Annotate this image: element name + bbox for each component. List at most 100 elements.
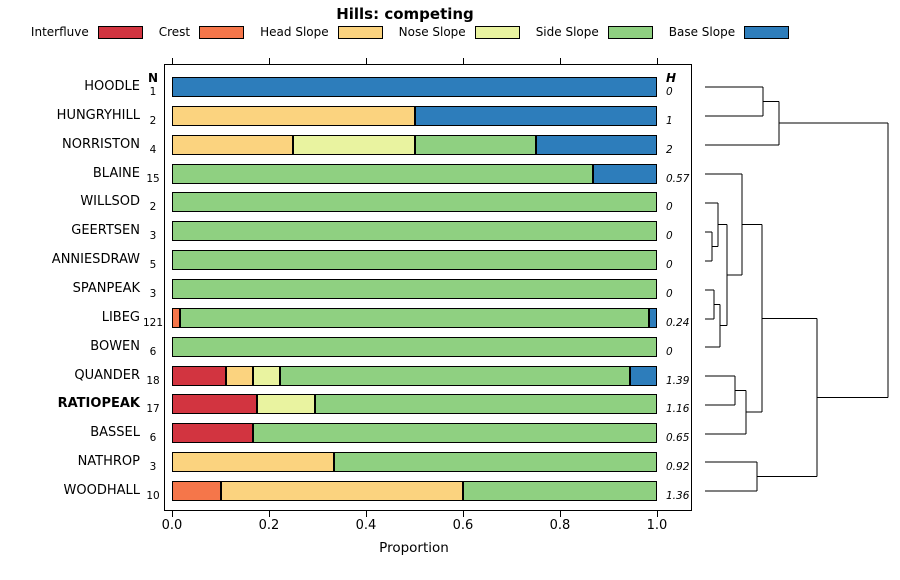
bar-segment-side-slope bbox=[280, 365, 631, 386]
bar-segment-head-slope bbox=[225, 365, 253, 386]
row-label: ANNIESDRAW bbox=[51, 252, 140, 268]
x-tick bbox=[656, 511, 658, 517]
n-value: 1 bbox=[149, 86, 157, 98]
bar-segment-interfluve bbox=[172, 394, 258, 415]
x-tick-label: 0.0 bbox=[161, 518, 183, 533]
legend-item: Side Slope bbox=[536, 25, 653, 39]
legend-swatch bbox=[199, 25, 245, 39]
bar-segment-head-slope bbox=[220, 481, 463, 501]
x-tick bbox=[559, 511, 561, 517]
n-value: 2 bbox=[149, 201, 157, 214]
n-value: 6 bbox=[149, 432, 157, 445]
legend-swatch bbox=[744, 25, 790, 39]
x-axis-title: Proportion bbox=[379, 540, 449, 556]
bar-segment-crest bbox=[172, 481, 221, 501]
legend-swatch bbox=[97, 25, 143, 39]
row-label: HOODLE bbox=[84, 79, 140, 94]
n-value: 18 bbox=[146, 374, 160, 387]
legend-label: Crest bbox=[158, 25, 191, 39]
bar-segment-interfluve bbox=[172, 365, 226, 386]
bar-segment-side-slope bbox=[414, 134, 536, 155]
n-value: 5 bbox=[149, 259, 157, 272]
n-value: 10 bbox=[146, 490, 160, 502]
h-value: 0.57 bbox=[666, 172, 690, 185]
n-value: 3 bbox=[149, 461, 157, 474]
row-label: RATIOPEAK bbox=[57, 396, 140, 412]
legend-item: Crest bbox=[158, 25, 245, 39]
row-label: WILLSOD bbox=[80, 194, 140, 210]
x-tick bbox=[462, 511, 464, 517]
h-value: 0 bbox=[666, 288, 673, 300]
legend-swatch bbox=[474, 25, 520, 39]
x-tick-top bbox=[268, 58, 270, 64]
h-value: 1 bbox=[666, 114, 673, 127]
bar-segment-nose-slope bbox=[253, 365, 281, 386]
h-value: 0 bbox=[666, 230, 673, 243]
h-value: 0 bbox=[666, 201, 673, 214]
n-value: 4 bbox=[149, 143, 157, 156]
row-label: BOWEN bbox=[90, 338, 140, 354]
h-value: 1.36 bbox=[666, 490, 690, 502]
bar-segment-head-slope bbox=[172, 452, 334, 473]
h-value: 1.16 bbox=[666, 403, 690, 416]
x-tick-label: 0.2 bbox=[258, 518, 280, 533]
bar-segment-side-slope bbox=[172, 250, 657, 271]
n-value: 6 bbox=[149, 345, 157, 358]
x-tick-top bbox=[365, 58, 367, 64]
row-label: LIBEG bbox=[101, 309, 140, 325]
n-value: 15 bbox=[146, 172, 160, 185]
legend-label: Head Slope bbox=[260, 25, 329, 39]
x-tick-label: 0.8 bbox=[549, 518, 571, 533]
row-label: NATHROP bbox=[77, 454, 140, 470]
h-value: 0.24 bbox=[666, 316, 690, 329]
x-tick bbox=[268, 511, 270, 517]
h-value: 1.39 bbox=[666, 374, 690, 387]
legend-label: Base Slope bbox=[668, 25, 736, 39]
x-tick bbox=[365, 511, 367, 517]
row-label: HUNGRYHILL bbox=[56, 107, 140, 123]
legend-label: Nose Slope bbox=[398, 25, 466, 39]
h-column-header: H bbox=[666, 71, 677, 85]
legend-label: Interfluve bbox=[30, 25, 89, 39]
legend-item: Interfluve bbox=[31, 25, 143, 39]
row-label: BLAINE bbox=[92, 165, 140, 181]
row-label: SPANPEAK bbox=[72, 281, 140, 296]
bar-segment-interfluve bbox=[172, 423, 253, 444]
h-value: 0 bbox=[666, 86, 673, 98]
x-tick-top bbox=[656, 58, 658, 64]
bar-segment-base-slope bbox=[649, 307, 657, 328]
bar-segment-side-slope bbox=[463, 481, 657, 501]
x-tick-label: 0.4 bbox=[355, 518, 377, 533]
row-label: GEERTSEN bbox=[71, 223, 140, 239]
bar-segment-base-slope bbox=[535, 134, 658, 155]
bar-segment-crest bbox=[172, 307, 181, 328]
n-value: 3 bbox=[149, 288, 157, 300]
legend-item: Base Slope bbox=[668, 25, 790, 39]
x-tick-label: 1.0 bbox=[646, 518, 668, 533]
bar-segment-side-slope bbox=[333, 452, 657, 473]
legend-swatch bbox=[607, 25, 653, 39]
legend-item: Head Slope bbox=[260, 25, 383, 39]
bar-segment-base-slope bbox=[630, 365, 657, 386]
n-value: 2 bbox=[149, 114, 157, 127]
x-tick-top bbox=[171, 58, 173, 64]
row-label: BASSEL bbox=[90, 425, 140, 441]
n-column-header: N bbox=[147, 71, 159, 85]
h-value: 2 bbox=[666, 143, 673, 156]
bar-segment-side-slope bbox=[172, 279, 657, 299]
row-label: WOODHALL bbox=[63, 483, 140, 498]
bar-segment-side-slope bbox=[253, 423, 657, 444]
legend-item: Nose Slope bbox=[399, 25, 520, 39]
bar-segment-head-slope bbox=[172, 134, 294, 155]
bar-segment-side-slope bbox=[172, 221, 657, 242]
h-value: 0.65 bbox=[666, 432, 690, 445]
row-label: NORRISTON bbox=[61, 136, 140, 152]
bar-segment-side-slope bbox=[172, 163, 593, 184]
h-value: 0 bbox=[666, 259, 673, 272]
bar-segment-base-slope bbox=[592, 163, 657, 184]
h-value: 0.92 bbox=[666, 461, 690, 474]
n-value: 3 bbox=[149, 230, 157, 243]
x-tick-top bbox=[559, 58, 561, 64]
